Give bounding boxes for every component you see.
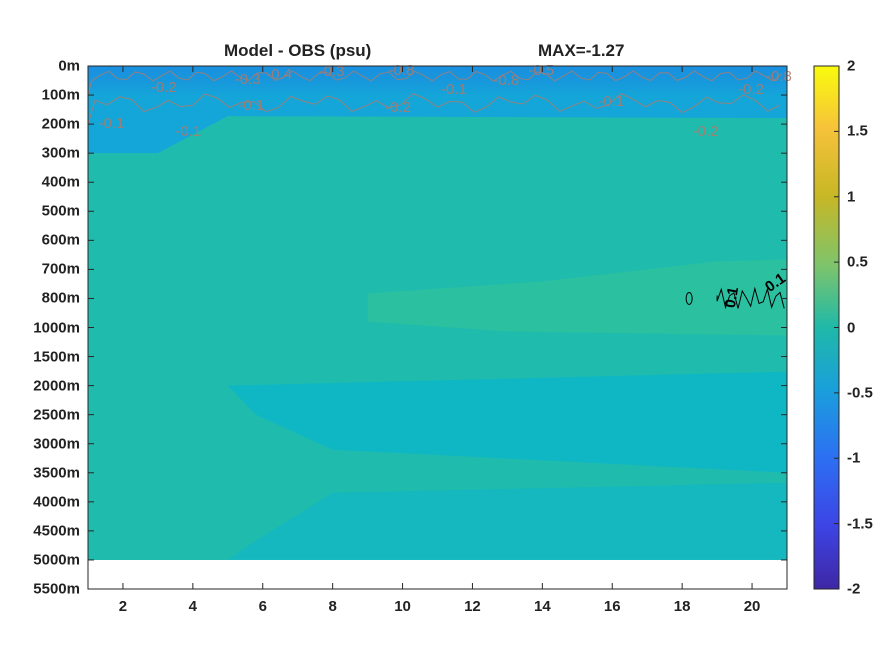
contour-label-negative: -0.1 (598, 93, 624, 110)
contour-label-negative: -0.1 (98, 115, 124, 132)
x-tick-label: 10 (394, 598, 411, 615)
colorbar-tick-label: 0 (847, 319, 856, 336)
contour-label-negative: -0.1 (175, 123, 201, 140)
colorbar-tick-label: -0.5 (847, 384, 873, 402)
colorbar-tick-label: -1.5 (847, 515, 873, 533)
heatmap-deep-east-region (227, 482, 788, 560)
colorbar-tick-label: -1 (847, 449, 861, 467)
x-tick-label: 18 (673, 598, 691, 615)
colorbar-tick-label: 0.5 (847, 253, 868, 271)
y-tick-label: 5000m (33, 551, 80, 569)
colorbar-tick-label: 1 (847, 188, 856, 206)
y-tick-label: 2000m (33, 377, 80, 395)
y-tick-label: 200m (41, 115, 80, 133)
chart-title: Model - OBS (psu) (224, 41, 372, 60)
heatmap-deep-west-region (88, 429, 256, 560)
heatmap-upper-negative-region (88, 95, 787, 154)
y-tick-label: 4000m (33, 493, 80, 511)
contour-label-negative: -0.1 (441, 81, 467, 98)
contour-label-negative: -0.8 (766, 68, 792, 85)
heatmap-mid-zero-region (227, 371, 788, 473)
contour-label-negative: -0.3 (319, 63, 345, 80)
x-tick-label: 4 (188, 598, 198, 615)
contour-line-surface (87, 70, 783, 96)
x-tick-label: 2 (118, 598, 128, 615)
contour-line-positive (716, 286, 785, 310)
x-tick-label: 20 (743, 598, 761, 615)
x-tick-label: 16 (603, 598, 621, 615)
y-tick-label: 1500m (33, 348, 80, 366)
y-tick-label: 100m (41, 86, 80, 104)
y-tick-label: 3500m (33, 464, 80, 482)
y-tick-label: 2500m (33, 406, 80, 424)
y-tick-label: 700m (41, 260, 80, 278)
y-tick-label: 5500m (33, 580, 80, 598)
y-tick-label: 400m (41, 173, 80, 191)
contour-label-positive: 0.1 (722, 286, 742, 309)
contour-label-negative: -0.4 (266, 66, 292, 83)
contour-label-negative: -0.3 (235, 71, 261, 88)
y-tick-label: 300m (41, 144, 80, 162)
x-tick-label: 8 (328, 598, 337, 615)
max-annotation: MAX=-1.27 (538, 41, 625, 60)
colorbar-tick-label: -2 (847, 580, 861, 598)
heatmap-surface-band (88, 66, 787, 98)
contour-loop-positive (685, 291, 693, 305)
y-tick-label: 4500m (33, 522, 80, 540)
colorbar-tick-label: 2 (847, 57, 856, 75)
y-tick-label: 800m (41, 289, 80, 307)
y-tick-label: 500m (41, 202, 80, 220)
y-tick-label: 1000m (33, 319, 80, 336)
x-tick-label: 6 (258, 598, 267, 615)
x-tick-label: 12 (464, 598, 481, 615)
contour-label-negative: -0.2 (693, 123, 719, 140)
colorbar-tick-label: 1.5 (847, 122, 868, 140)
contour-label-negative: -0.2 (385, 99, 411, 116)
contour-label-negative: -0.2 (151, 79, 177, 96)
contour-label-negative: -0.8 (389, 62, 415, 79)
y-tick-label: 3000m (33, 435, 80, 453)
contour-label-negative: -0.1 (238, 97, 264, 114)
contour-label-negative: -0.2 (738, 81, 764, 98)
heatmap-positive-region (367, 259, 787, 336)
contour-label-negative: -0.5 (528, 62, 554, 79)
contour-line-negative (87, 93, 781, 125)
contour-label-negative: -0.8 (493, 72, 519, 89)
x-tick-label: 14 (534, 598, 551, 615)
y-tick-label: 600m (41, 231, 80, 249)
y-tick-label: 0m (58, 57, 80, 75)
